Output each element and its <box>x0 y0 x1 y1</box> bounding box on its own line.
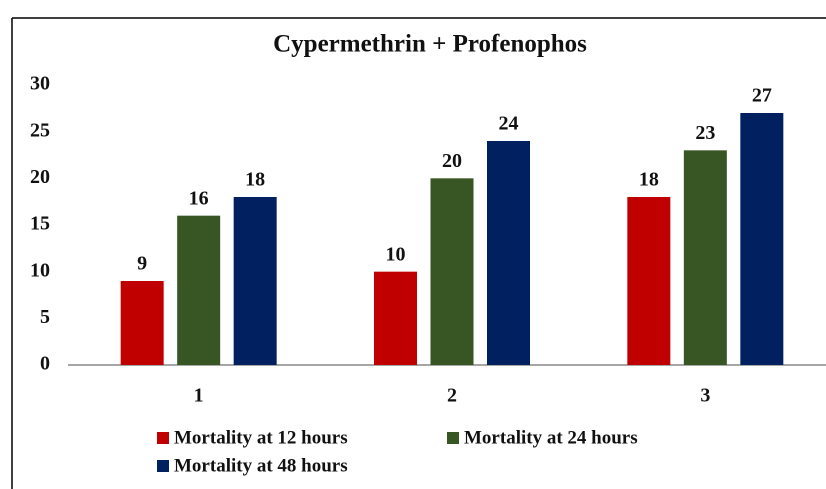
bar <box>627 197 671 365</box>
x-tick-label: 1 <box>194 385 204 407</box>
chart-title: Cypermethrin + Profenophos <box>273 31 587 58</box>
x-tick-label: 2 <box>447 385 457 407</box>
value-label: 18 <box>245 169 265 191</box>
y-tick-label: 5 <box>40 306 50 328</box>
bar <box>487 141 530 365</box>
bar <box>374 271 417 365</box>
bar <box>683 150 727 365</box>
bar <box>233 197 277 365</box>
legend-label: Mortality at 24 hours <box>464 427 638 448</box>
y-tick-label: 15 <box>30 213 50 235</box>
y-tick-label: 30 <box>30 73 50 95</box>
legend-swatch <box>157 432 169 444</box>
value-label: 9 <box>137 253 147 275</box>
y-tick-label: 20 <box>30 166 50 188</box>
y-tick-label: 0 <box>40 353 50 375</box>
value-label: 16 <box>189 187 209 209</box>
value-label: 10 <box>386 243 406 265</box>
legend-swatch <box>447 432 459 444</box>
bar <box>120 281 164 365</box>
bar <box>740 113 784 365</box>
legend-label: Mortality at 12 hours <box>174 427 348 448</box>
legend-label: Mortality at 48 hours <box>174 455 348 476</box>
x-tick-label: 3 <box>700 385 710 407</box>
bar <box>430 178 474 365</box>
value-label: 27 <box>752 85 772 107</box>
y-tick-label: 25 <box>30 119 50 141</box>
y-tick-label: 10 <box>30 259 50 281</box>
bar <box>177 215 221 365</box>
value-label: 23 <box>695 122 715 144</box>
value-label: 20 <box>442 150 462 172</box>
value-label: 18 <box>639 169 659 191</box>
legend-swatch <box>157 460 169 472</box>
value-label: 24 <box>499 113 519 135</box>
